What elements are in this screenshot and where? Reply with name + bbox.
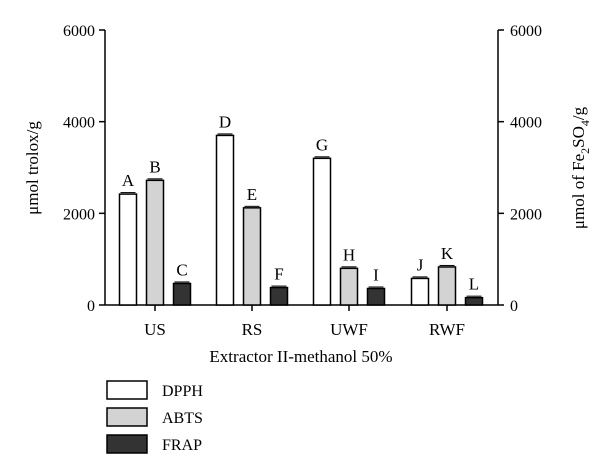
x-tick-label: RWF xyxy=(429,320,465,339)
y-tick-label-right: 2000 xyxy=(510,206,542,223)
bar-dpph-rwf xyxy=(410,277,430,306)
bar-abts-rwf xyxy=(437,266,457,306)
bar-letter-label: I xyxy=(373,266,379,285)
bar-letter-label: L xyxy=(469,275,479,294)
bar-letter-label: H xyxy=(343,245,355,264)
bar-letter-label: D xyxy=(219,112,231,131)
x-tick-label: US xyxy=(144,320,166,339)
x-tick-label: UWF xyxy=(330,320,368,339)
bar-abts-us xyxy=(145,179,165,306)
bar-letter-label: A xyxy=(122,171,135,190)
y-tick-label-right: 0 xyxy=(510,298,518,315)
bar-frap-rwf xyxy=(464,296,484,306)
y-ticks-right: 0 2000 4000 6000 xyxy=(498,23,542,315)
y-ticks-left: 0 2000 4000 6000 xyxy=(63,23,105,315)
y-tick-label-left: 6000 xyxy=(63,23,95,40)
bar-letter-label: E xyxy=(247,185,257,204)
y-tick-label-right: 4000 xyxy=(510,115,542,132)
bars-group: AB C D E F G HI JKL xyxy=(118,112,484,306)
y-tick-label-left: 0 xyxy=(87,298,95,315)
legend-swatch-dpph xyxy=(106,380,148,400)
legend: DPPH ABTS FRAP xyxy=(106,380,203,454)
bar-letter-label: C xyxy=(176,260,187,279)
bar-dpph-uwf xyxy=(312,157,332,306)
bar-dpph-rs xyxy=(215,134,235,306)
bar-letter-label: B xyxy=(149,157,160,176)
bar-abts-rs xyxy=(242,207,262,306)
bar-frap-us xyxy=(172,282,192,306)
bar-letter-label: J xyxy=(417,255,424,274)
bar-letter-label: G xyxy=(316,135,328,154)
bar-abts-uwf xyxy=(339,267,359,306)
y-tick-label-left: 4000 xyxy=(63,115,95,132)
y-tick-label-right: 6000 xyxy=(510,23,542,40)
x-tick-label: RS xyxy=(242,320,263,339)
y-axis-title-right: μmol of Fe2SO4/g xyxy=(569,106,592,229)
bar-letter-label: F xyxy=(274,265,283,284)
legend-swatch-abts xyxy=(106,407,148,427)
y-axis-title-left: μmol trolox/g xyxy=(23,121,42,215)
bar-dpph-us xyxy=(118,193,138,306)
legend-label-abts: ABTS xyxy=(162,410,203,427)
bar-frap-rs xyxy=(269,286,289,306)
x-axis-title: Extractor II-methanol 50% xyxy=(209,347,392,366)
x-tick-labels: US RS UWF RWF xyxy=(144,305,465,339)
bar-letter-label: K xyxy=(441,244,454,263)
bar-frap-uwf xyxy=(366,287,386,306)
y-tick-label-left: 2000 xyxy=(63,206,95,223)
legend-label-dpph: DPPH xyxy=(162,383,203,400)
legend-swatch-frap xyxy=(106,434,148,454)
legend-label-frap: FRAP xyxy=(162,437,202,454)
